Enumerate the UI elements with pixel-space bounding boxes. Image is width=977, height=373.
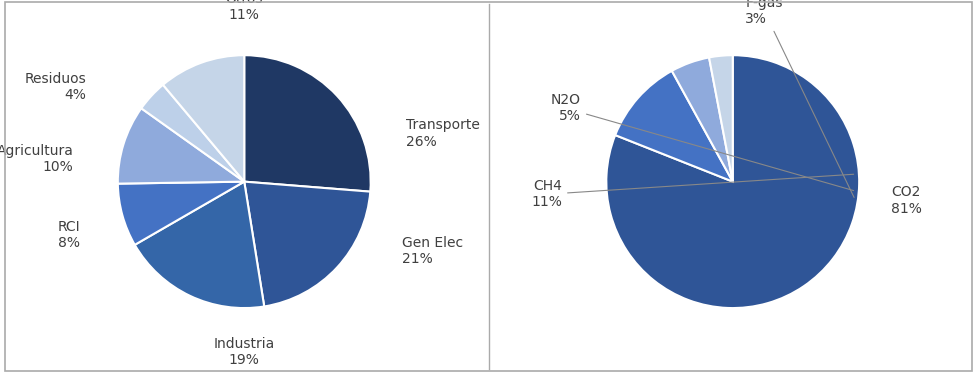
Text: N2O
5%: N2O 5%	[551, 93, 854, 191]
Wedge shape	[672, 57, 733, 182]
Text: Industria
19%: Industria 19%	[214, 337, 275, 367]
Wedge shape	[607, 55, 859, 308]
Wedge shape	[616, 71, 733, 182]
Text: Gen Elec
21%: Gen Elec 21%	[403, 236, 463, 266]
Text: Transporte
26%: Transporte 26%	[406, 119, 480, 149]
Text: Agricultura
10%: Agricultura 10%	[0, 144, 73, 174]
Text: RCI
8%: RCI 8%	[58, 220, 80, 250]
Wedge shape	[118, 182, 244, 245]
Text: Otros
11%: Otros 11%	[226, 0, 263, 22]
Wedge shape	[244, 182, 370, 307]
Wedge shape	[118, 108, 244, 184]
Text: CH4
11%: CH4 11%	[531, 174, 854, 209]
Wedge shape	[244, 55, 370, 192]
Wedge shape	[709, 55, 733, 182]
Text: Residuos
4%: Residuos 4%	[24, 72, 86, 102]
Text: CO2
81%: CO2 81%	[891, 185, 921, 216]
Wedge shape	[142, 85, 244, 182]
Text: F-gas
3%: F-gas 3%	[745, 0, 854, 197]
Wedge shape	[135, 182, 264, 308]
Wedge shape	[163, 55, 244, 182]
